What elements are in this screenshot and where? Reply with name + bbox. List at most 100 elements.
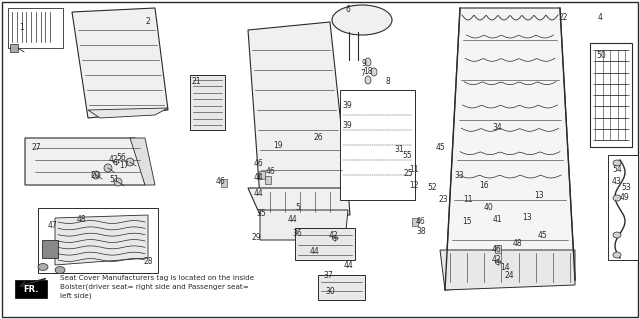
Text: 44: 44 bbox=[254, 189, 264, 197]
Text: 50: 50 bbox=[596, 50, 606, 60]
Text: 22: 22 bbox=[558, 13, 568, 23]
Text: 11: 11 bbox=[409, 166, 419, 174]
Text: 35: 35 bbox=[256, 209, 266, 218]
Ellipse shape bbox=[38, 263, 48, 271]
Polygon shape bbox=[592, 45, 630, 145]
Ellipse shape bbox=[104, 164, 112, 172]
Polygon shape bbox=[221, 179, 227, 187]
Text: 52: 52 bbox=[427, 183, 437, 192]
Text: 33: 33 bbox=[454, 170, 464, 180]
Text: 16: 16 bbox=[479, 181, 489, 189]
Polygon shape bbox=[412, 218, 418, 226]
Text: 26: 26 bbox=[313, 133, 323, 143]
Text: 13: 13 bbox=[534, 190, 544, 199]
Ellipse shape bbox=[55, 266, 65, 273]
Ellipse shape bbox=[365, 76, 371, 84]
Text: 4: 4 bbox=[598, 13, 602, 23]
Text: 49: 49 bbox=[619, 194, 629, 203]
Text: 12: 12 bbox=[409, 182, 419, 190]
Text: 2: 2 bbox=[146, 18, 150, 26]
Ellipse shape bbox=[371, 68, 377, 76]
Text: 46: 46 bbox=[266, 167, 276, 175]
Text: FR.: FR. bbox=[23, 285, 39, 293]
Text: 23: 23 bbox=[438, 195, 448, 204]
Bar bbox=[608, 155, 638, 260]
Polygon shape bbox=[259, 171, 265, 179]
Polygon shape bbox=[318, 275, 365, 300]
Text: 31: 31 bbox=[394, 145, 404, 154]
Text: 27: 27 bbox=[31, 144, 41, 152]
Text: 48: 48 bbox=[76, 216, 86, 225]
Text: 40: 40 bbox=[484, 204, 494, 212]
Text: 44: 44 bbox=[288, 214, 298, 224]
Text: 15: 15 bbox=[462, 218, 472, 226]
Text: 24: 24 bbox=[504, 271, 514, 280]
Text: 42: 42 bbox=[328, 232, 338, 241]
Text: 6: 6 bbox=[346, 5, 351, 14]
Polygon shape bbox=[440, 250, 575, 290]
Text: 48: 48 bbox=[512, 240, 522, 249]
Polygon shape bbox=[10, 44, 18, 52]
Ellipse shape bbox=[613, 252, 621, 258]
Text: 44: 44 bbox=[310, 247, 320, 256]
Ellipse shape bbox=[333, 235, 337, 241]
Polygon shape bbox=[42, 240, 58, 258]
Polygon shape bbox=[190, 75, 225, 130]
Text: 38: 38 bbox=[416, 227, 426, 236]
Polygon shape bbox=[248, 22, 348, 198]
Text: 42: 42 bbox=[491, 255, 501, 263]
Text: 13: 13 bbox=[522, 213, 532, 222]
Text: 21: 21 bbox=[191, 78, 201, 86]
Ellipse shape bbox=[126, 158, 134, 166]
Ellipse shape bbox=[495, 259, 500, 264]
Text: Seat Cover Manufacturers tag is located on the inside
Bolster(driver seat= right: Seat Cover Manufacturers tag is located … bbox=[60, 275, 254, 299]
Bar bbox=[15, 280, 47, 298]
Ellipse shape bbox=[613, 195, 621, 201]
Polygon shape bbox=[25, 138, 145, 185]
Bar bbox=[340, 90, 415, 200]
Text: 53: 53 bbox=[621, 183, 631, 192]
Text: 37: 37 bbox=[323, 271, 333, 280]
Polygon shape bbox=[295, 228, 355, 260]
Text: 17: 17 bbox=[119, 160, 129, 169]
Ellipse shape bbox=[613, 160, 621, 166]
Text: 30: 30 bbox=[325, 286, 335, 295]
Text: 42: 42 bbox=[108, 155, 118, 165]
Text: 44: 44 bbox=[343, 262, 353, 271]
Text: 18: 18 bbox=[364, 68, 372, 77]
Text: 19: 19 bbox=[273, 140, 283, 150]
Text: 25: 25 bbox=[403, 168, 413, 177]
Text: 55: 55 bbox=[402, 151, 412, 160]
Text: 46: 46 bbox=[216, 177, 226, 187]
Text: 5: 5 bbox=[296, 203, 300, 211]
Ellipse shape bbox=[113, 160, 118, 165]
Text: 46: 46 bbox=[415, 217, 425, 226]
Text: 29: 29 bbox=[251, 233, 261, 241]
Text: 45: 45 bbox=[435, 144, 445, 152]
Ellipse shape bbox=[114, 178, 122, 186]
Polygon shape bbox=[72, 8, 168, 118]
Text: 11: 11 bbox=[463, 196, 473, 204]
Polygon shape bbox=[495, 245, 501, 253]
Polygon shape bbox=[248, 188, 350, 215]
Bar bbox=[38, 208, 158, 273]
Text: 46: 46 bbox=[492, 244, 502, 254]
Text: 41: 41 bbox=[492, 216, 502, 225]
Text: 28: 28 bbox=[143, 257, 153, 266]
Text: 39: 39 bbox=[342, 100, 352, 109]
Ellipse shape bbox=[332, 5, 392, 35]
Text: 46: 46 bbox=[253, 160, 263, 168]
Polygon shape bbox=[260, 210, 348, 240]
Polygon shape bbox=[130, 138, 155, 185]
Text: 9: 9 bbox=[362, 58, 367, 68]
Polygon shape bbox=[265, 176, 271, 184]
Text: 47: 47 bbox=[47, 220, 57, 229]
Text: 39: 39 bbox=[342, 121, 352, 130]
Text: 1: 1 bbox=[20, 24, 24, 33]
Text: 56: 56 bbox=[116, 153, 126, 162]
Ellipse shape bbox=[613, 232, 621, 238]
Ellipse shape bbox=[365, 58, 371, 66]
Text: 14: 14 bbox=[500, 263, 510, 271]
Text: 8: 8 bbox=[386, 78, 390, 86]
Polygon shape bbox=[55, 215, 148, 265]
